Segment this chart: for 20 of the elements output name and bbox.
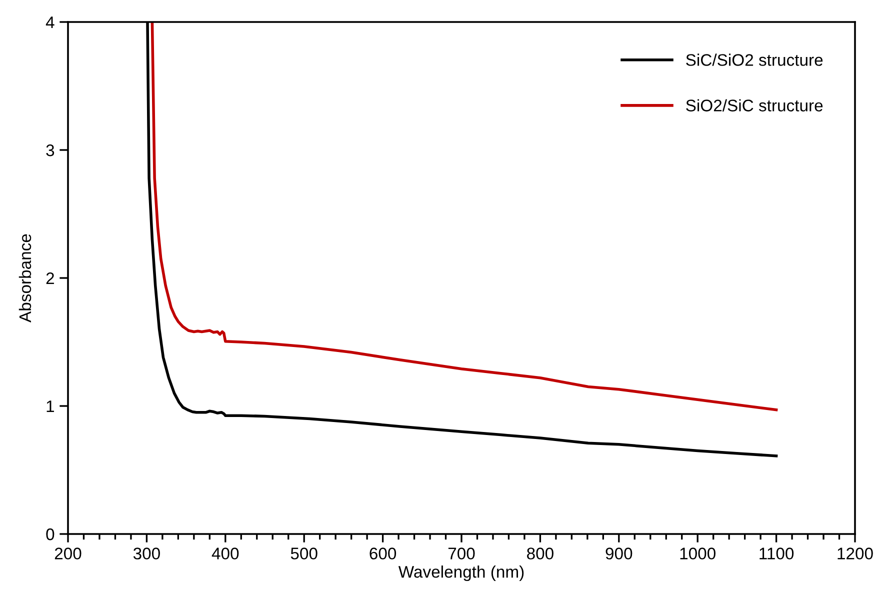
x-tick-label: 500: [290, 548, 318, 560]
x-tick-label: 400: [212, 548, 239, 560]
y-tick-label: 4: [46, 16, 54, 28]
x-tick-label: 800: [527, 548, 554, 560]
y-tick-label: 2: [46, 272, 54, 284]
x-tick-label: 600: [370, 548, 396, 560]
y-axis-title: Absorbance: [18, 234, 32, 322]
x-tick-label: 1100: [760, 548, 794, 560]
y-tick-label: 3: [46, 144, 54, 156]
x-tick-label: 900: [606, 548, 632, 560]
x-axis-title: Wavelength (nm): [398, 566, 524, 582]
x-tick-label: 300: [133, 548, 160, 560]
y-tick-label: 1: [46, 400, 54, 412]
y-tick-label: 0: [46, 528, 54, 540]
x-tick-label: 1000: [680, 548, 716, 560]
x-tick-label: 200: [54, 548, 82, 560]
legend-label: SiO2/SiC structure: [686, 99, 823, 112]
x-tick-label: 1200: [838, 548, 873, 560]
x-tick-label: 700: [448, 548, 475, 560]
legend-label: SiC/SiO2 structure: [686, 54, 823, 66]
